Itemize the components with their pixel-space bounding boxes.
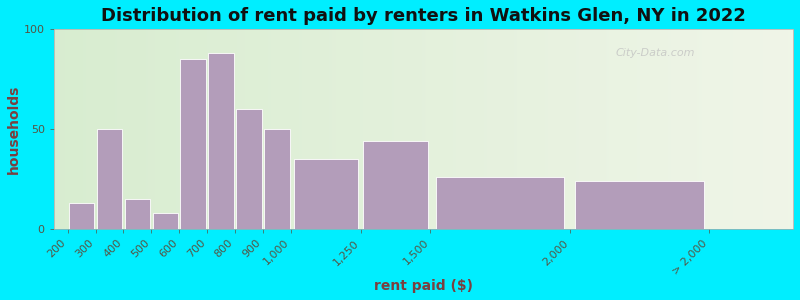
- Bar: [575, 181, 704, 229]
- X-axis label: rent paid ($): rent paid ($): [374, 279, 473, 293]
- Bar: [97, 129, 122, 229]
- Bar: [153, 213, 178, 229]
- Bar: [363, 141, 427, 229]
- Text: City-Data.com: City-Data.com: [616, 48, 695, 58]
- Bar: [436, 177, 564, 229]
- Bar: [236, 109, 262, 229]
- Bar: [208, 53, 234, 229]
- Bar: [181, 59, 206, 229]
- Y-axis label: households: households: [7, 84, 21, 174]
- Bar: [125, 199, 150, 229]
- Bar: [69, 203, 94, 229]
- Title: Distribution of rent paid by renters in Watkins Glen, NY in 2022: Distribution of rent paid by renters in …: [101, 7, 746, 25]
- Bar: [264, 129, 290, 229]
- Bar: [294, 159, 358, 229]
